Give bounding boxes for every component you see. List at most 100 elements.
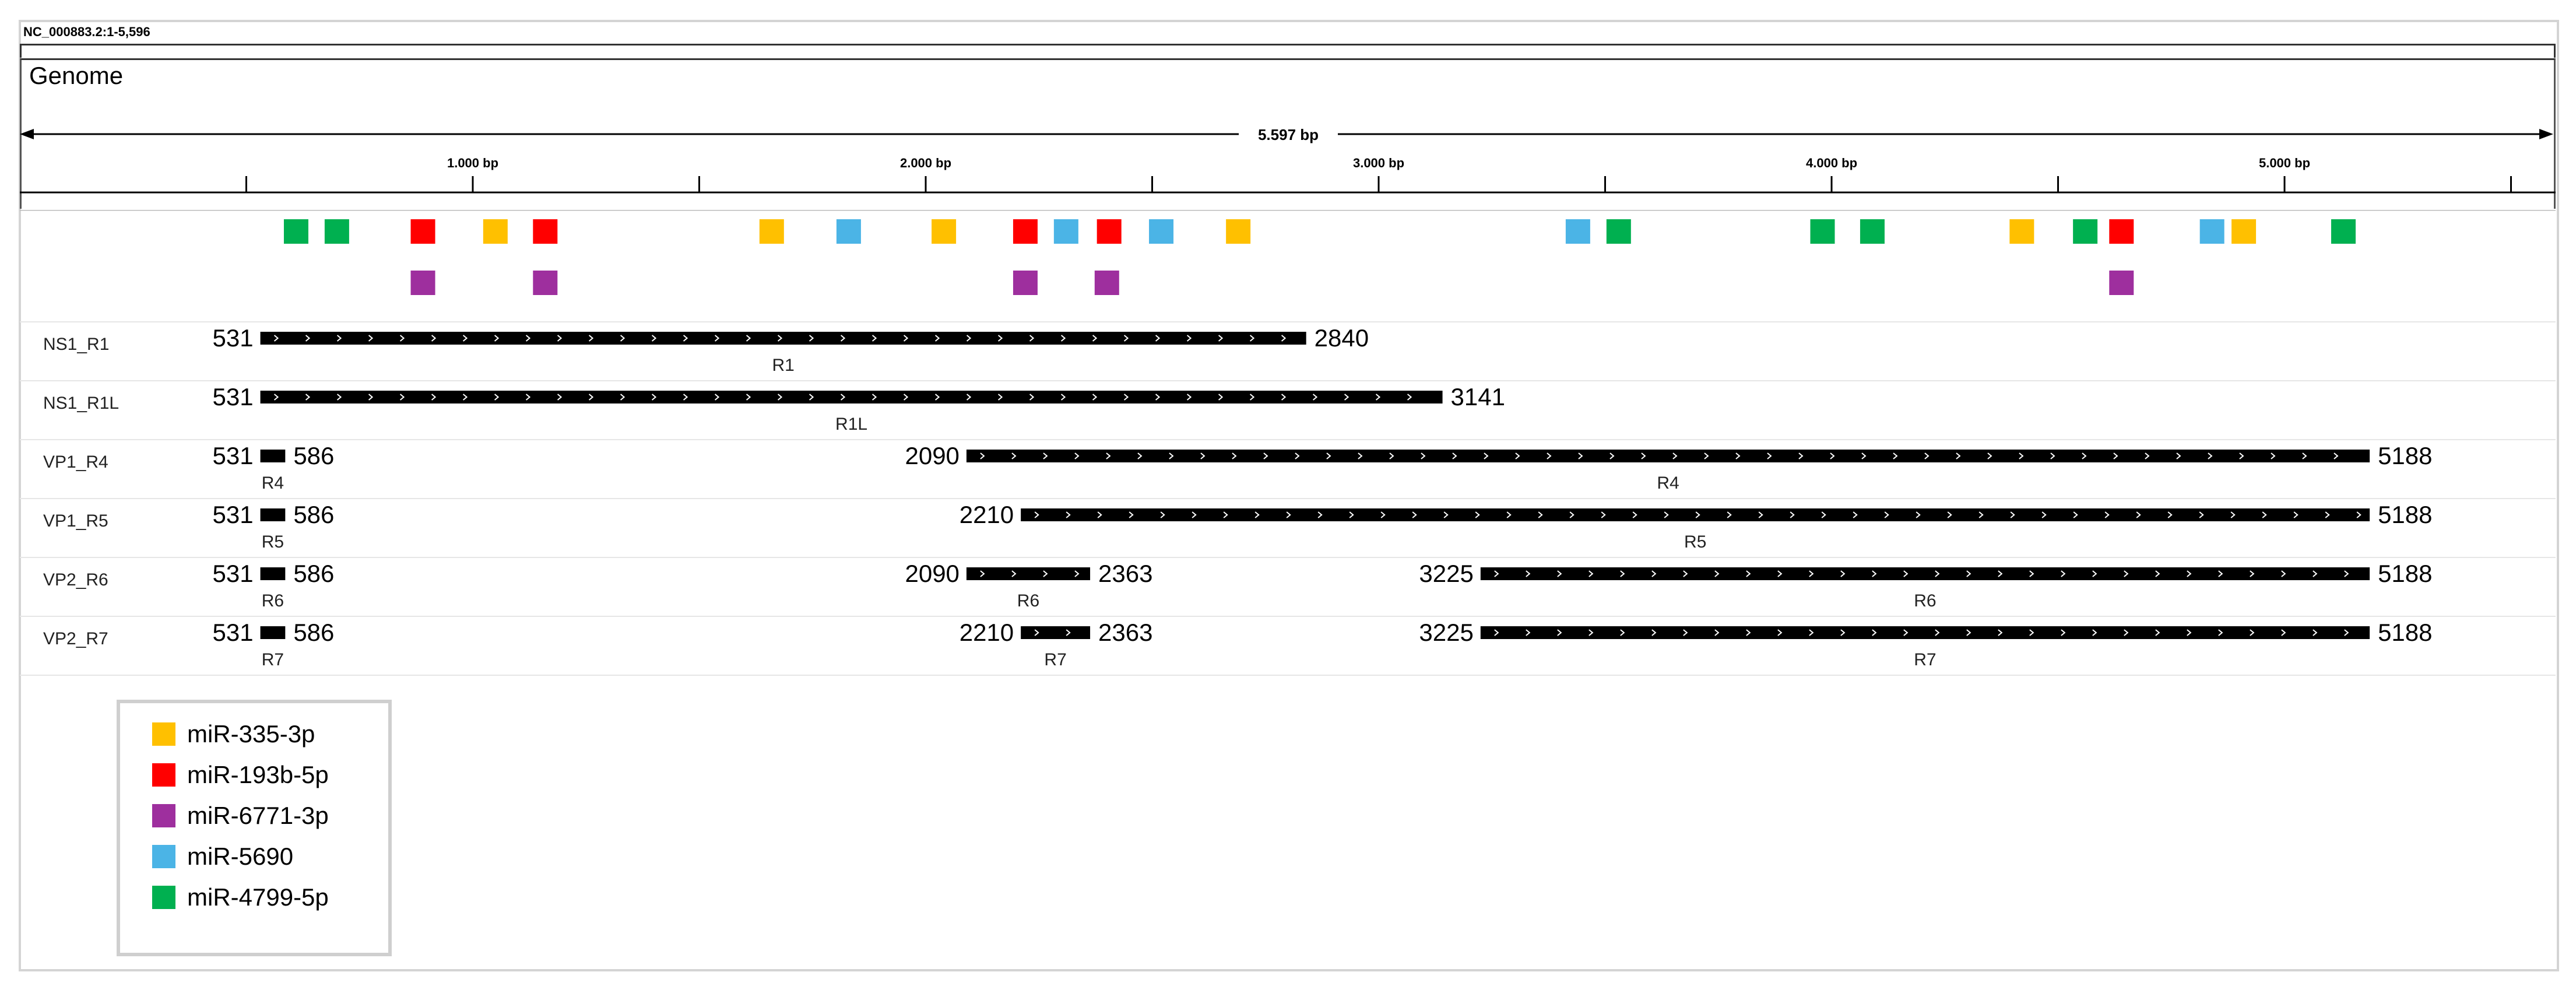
strand-arrow-icon — [1893, 452, 1898, 459]
strand-arrow-icon — [809, 394, 814, 401]
segment-end-label: 586 — [293, 619, 334, 646]
segment-start-label: 531 — [213, 324, 254, 352]
strand-arrow-icon — [1218, 394, 1224, 401]
strand-arrow-icon — [1998, 629, 2003, 636]
strand-arrow-icon — [1978, 511, 1984, 518]
strand-arrow-icon — [399, 335, 405, 342]
segment-end-label: 5188 — [2378, 442, 2432, 469]
segment-start-label: 2090 — [905, 442, 959, 469]
strand-arrow-icon — [1286, 511, 1291, 518]
strand-arrow-icon — [1861, 452, 1867, 459]
segment-start-label: 531 — [213, 383, 254, 410]
strand-arrow-icon — [746, 394, 751, 401]
strand-arrow-icon — [1358, 452, 1363, 459]
strand-arrow-icon — [1494, 629, 1499, 636]
strand-arrow-icon — [2325, 511, 2330, 518]
strand-arrow-icon — [1074, 452, 1080, 459]
strand-arrow-icon — [1281, 394, 1287, 401]
strand-arrow-icon — [1809, 629, 1814, 636]
exon-segment — [1480, 626, 2370, 639]
strand-arrow-icon — [1066, 511, 1071, 518]
strand-arrow-icon — [2356, 511, 2361, 518]
strand-arrow-icon — [494, 335, 500, 342]
locus-label[interactable]: NC_000883.2:1-5,596 — [23, 24, 150, 39]
strand-arrow-icon — [1232, 452, 1237, 459]
strand-arrow-icon — [1186, 335, 1192, 342]
strand-arrow-icon — [462, 394, 468, 401]
strand-arrow-icon — [2073, 511, 2078, 518]
ruler-tick-label: 1.000 bp — [447, 156, 498, 170]
track-name-VP1_R4: VP1_R4 — [43, 452, 108, 472]
strand-arrow-icon — [1714, 629, 1720, 636]
strand-arrow-icon — [2218, 629, 2223, 636]
strand-arrow-icon — [2029, 629, 2034, 636]
strand-arrow-icon — [1746, 570, 1751, 577]
mirna-site-miR-335-3p — [932, 219, 957, 244]
strand-arrow-icon — [1727, 511, 1732, 518]
mirna-site-miR-5690 — [1053, 219, 1078, 244]
strand-arrow-icon — [2124, 629, 2129, 636]
ruler-tick-label: 4.000 bp — [1806, 156, 1857, 170]
strand-arrow-icon — [1249, 335, 1255, 342]
strand-arrow-icon — [1106, 452, 1111, 459]
feature-label: R5 — [1684, 532, 1706, 552]
strand-arrow-icon — [1695, 511, 1700, 518]
strand-arrow-icon — [777, 394, 783, 401]
segment-start-label: 2090 — [905, 560, 959, 587]
mirna-site-miR-5690 — [1565, 219, 1590, 244]
strand-arrow-icon — [2230, 511, 2236, 518]
strand-arrow-icon — [2010, 511, 2015, 518]
strand-arrow-icon — [903, 335, 909, 342]
strand-arrow-icon — [1798, 452, 1804, 459]
strand-arrow-icon — [1295, 452, 1300, 459]
strand-arrow-icon — [2218, 570, 2223, 577]
strand-arrow-icon — [1043, 452, 1048, 459]
feature-label: R5 — [262, 532, 284, 552]
strand-arrow-icon — [1966, 629, 1971, 636]
strand-arrow-icon — [1641, 452, 1646, 459]
strand-arrow-icon — [997, 394, 1003, 401]
exon-segment — [260, 508, 286, 521]
segment-end-label: 586 — [293, 501, 334, 528]
strand-arrow-icon — [1569, 511, 1575, 518]
strand-arrow-icon — [1935, 570, 1940, 577]
exon-segment — [260, 567, 286, 580]
strand-arrow-icon — [1034, 511, 1039, 518]
feature-label: R6 — [1914, 591, 1936, 610]
track-name-NS1_R1L: NS1_R1L — [43, 394, 119, 413]
feature-label: R4 — [262, 473, 284, 493]
strand-arrow-icon — [2155, 570, 2160, 577]
strand-arrow-icon — [2281, 629, 2286, 636]
strand-arrow-icon — [431, 335, 437, 342]
legend-label: miR-193b-5p — [187, 761, 329, 788]
strand-arrow-icon — [1043, 570, 1048, 577]
strand-arrow-icon — [2092, 570, 2097, 577]
legend-swatch — [152, 845, 175, 868]
strand-arrow-icon — [431, 394, 437, 401]
strand-arrow-icon — [1872, 629, 1877, 636]
strand-arrow-icon — [1651, 570, 1657, 577]
strand-arrow-icon — [746, 335, 751, 342]
strand-arrow-icon — [1123, 394, 1129, 401]
mirna-site-miR-335-3p — [2009, 219, 2034, 244]
strand-arrow-icon — [1903, 570, 1909, 577]
strand-arrow-icon — [1380, 511, 1386, 518]
strand-arrow-icon — [1777, 570, 1783, 577]
strand-arrow-icon — [399, 394, 405, 401]
strand-arrow-icon — [2262, 511, 2267, 518]
strand-arrow-icon — [1790, 511, 1795, 518]
strand-arrow-icon — [714, 335, 720, 342]
segment-end-label: 5188 — [2378, 619, 2432, 646]
strand-arrow-icon — [2113, 452, 2118, 459]
strand-arrow-icon — [2082, 452, 2087, 459]
strand-arrow-icon — [2019, 452, 2024, 459]
ruler-total-bg — [1239, 125, 1338, 143]
strand-arrow-icon — [809, 335, 814, 342]
strand-arrow-icon — [683, 335, 688, 342]
ruler-tick-label: 2.000 bp — [900, 156, 951, 170]
track-name-VP2_R7: VP2_R7 — [43, 629, 108, 648]
ruler-arrow-left-icon — [20, 129, 34, 139]
strand-arrow-icon — [2239, 452, 2244, 459]
strand-arrow-icon — [2271, 452, 2276, 459]
track-name-NS1_R1: NS1_R1 — [43, 335, 109, 354]
